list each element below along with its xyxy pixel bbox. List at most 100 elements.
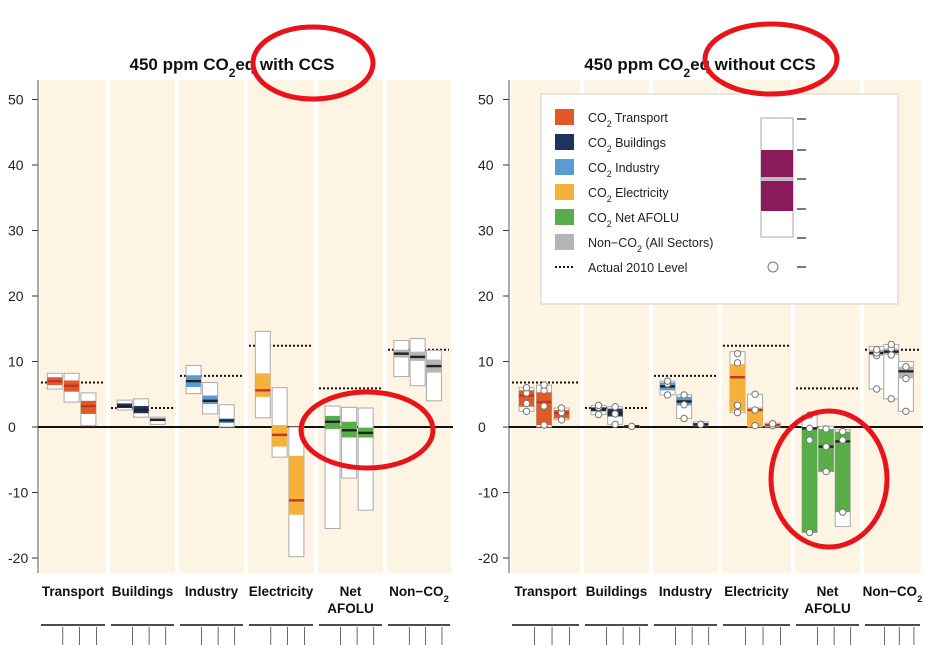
scenario-point: [696, 420, 705, 429]
box-2-1: [202, 381, 219, 415]
scenario-point: [522, 407, 531, 415]
scenario-point: [887, 351, 895, 359]
iqr-box: [802, 427, 818, 533]
scenario-point: [838, 427, 847, 436]
box-2-0: [185, 364, 202, 395]
category-label: Net AFOLU: [804, 584, 851, 616]
range-box: [409, 338, 426, 387]
scenario-point: [733, 401, 742, 410]
legend-swatch: [555, 234, 574, 250]
y-tick-label: 30: [478, 223, 494, 239]
chart-panel-1: 450 ppm CO2eq with CCS -20 -10 0 10 20 30 40 50 T…: [8, 55, 453, 645]
box-1-2: [149, 416, 166, 425]
legend-item-label: CO2 Electricity: [588, 186, 669, 204]
box-4-0: [801, 411, 818, 537]
legend-swatch: [555, 109, 574, 125]
scenario-point: [822, 467, 830, 476]
box-4-1: [341, 406, 358, 479]
scenario-point: [902, 363, 910, 371]
legend-item-label: CO2 Transport: [588, 111, 668, 129]
box-0-1: [536, 381, 553, 429]
scenario-point: [822, 442, 830, 451]
iqr-box: [747, 407, 763, 427]
y-tick-label: -20: [8, 550, 28, 566]
box-4-0: [324, 405, 341, 530]
scenario-point: [733, 349, 742, 358]
scenario-point: [611, 420, 619, 429]
scenario-point: [751, 406, 759, 414]
scenario-point: [594, 410, 603, 419]
legend-item-label: Non−CO2 (All Sectors): [588, 236, 713, 254]
annotation-ellipse: [768, 408, 890, 550]
box-3-1: [747, 390, 764, 430]
category-label: Industry: [185, 584, 239, 599]
box-3-2: [288, 426, 305, 558]
scenario-point: [805, 424, 814, 433]
iqr-box: [730, 364, 746, 412]
box-5-2: [897, 361, 914, 415]
box-1-0: [590, 401, 607, 419]
scenario-point: [805, 436, 814, 444]
scenario-point: [557, 404, 566, 412]
annotations: [250, 21, 890, 550]
category-label: Non−CO2: [389, 584, 449, 605]
box-3-2: [764, 420, 781, 430]
category-background: [40, 80, 106, 573]
box-2-0: [659, 377, 676, 399]
box-0-0: [46, 372, 63, 390]
y-tick-label: 10: [8, 354, 24, 370]
chart-title: 450 ppm CO2eq without CCS: [584, 55, 815, 80]
scenario-point: [822, 425, 830, 433]
box-0-1: [63, 372, 80, 403]
scenario-point: [887, 340, 895, 349]
chart-title: 450 ppm CO2eq with CCS: [130, 55, 335, 80]
scenario-point: [872, 346, 881, 354]
category-label: Buildings: [112, 584, 174, 599]
scenario-point: [902, 374, 910, 383]
scenario-point: [751, 390, 759, 398]
y-tick-label: 50: [478, 92, 494, 108]
category-label: Transport: [42, 584, 105, 599]
scenario-point: [902, 407, 910, 415]
category-label: Industry: [659, 584, 713, 599]
scenario-point: [611, 402, 619, 411]
box-1-0: [116, 399, 133, 411]
scenario-point: [522, 399, 531, 408]
legend-swatch: [555, 184, 574, 200]
scenario-point: [627, 422, 636, 431]
category-background: [387, 80, 451, 573]
scenario-point: [680, 391, 688, 399]
scenario-point: [540, 402, 548, 410]
box-5-0: [868, 345, 885, 393]
category-background: [110, 80, 175, 573]
iqr-box: [80, 400, 96, 414]
box-5-1: [409, 338, 426, 387]
scenario-point: [751, 421, 759, 430]
legend-swatch: [555, 209, 574, 225]
box-4-1: [818, 425, 835, 476]
box-1-1: [607, 402, 624, 429]
box-5-1: [883, 340, 900, 403]
range-box: [393, 340, 410, 378]
scenario-point: [663, 377, 672, 385]
y-tick-label: 40: [8, 157, 24, 173]
box-2-2: [218, 404, 235, 428]
box-0-2: [80, 392, 97, 427]
scenario-point: [768, 420, 777, 428]
box-0-0: [518, 384, 535, 415]
box-4-2: [357, 407, 374, 511]
legend-scenario-point: [767, 261, 779, 273]
y-tick-label: -10: [8, 485, 28, 501]
scenario-point: [838, 508, 847, 516]
legend-frame: [540, 93, 899, 305]
box-2-1: [676, 391, 693, 423]
legend-swatch: [555, 159, 574, 175]
y-tick-label: -10: [478, 485, 498, 501]
range-box: [357, 407, 374, 511]
scenario-point: [557, 416, 566, 424]
scenario-point: [733, 408, 742, 417]
iqr-box: [288, 455, 304, 515]
scenario-point: [663, 391, 672, 399]
range-box: [218, 404, 235, 428]
y-tick-label: 30: [8, 223, 24, 239]
